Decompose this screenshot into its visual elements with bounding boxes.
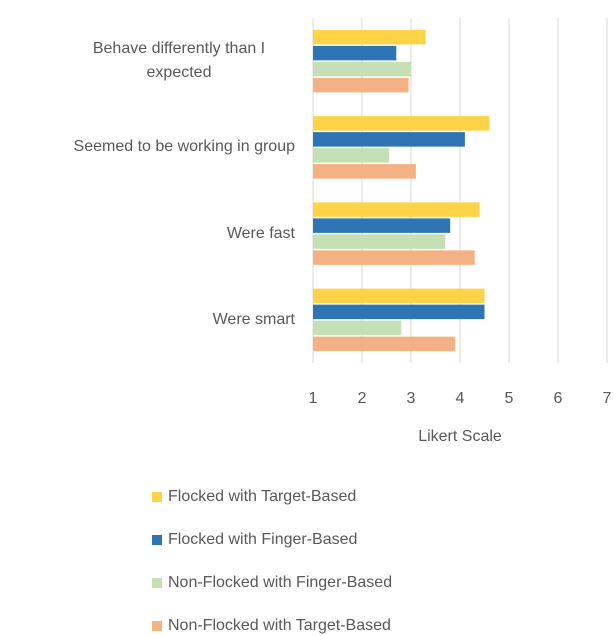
bar <box>313 164 416 179</box>
bar <box>313 45 397 61</box>
bar <box>313 288 485 304</box>
x-tick-label: 3 <box>407 390 416 407</box>
bar <box>313 304 485 320</box>
legend-label: Flocked with Target-Based <box>168 488 356 505</box>
x-tick-label: 5 <box>505 390 514 407</box>
legend-label: Non-Flocked with Finger-Based <box>168 574 392 591</box>
bar <box>313 61 411 77</box>
bar <box>313 29 426 45</box>
legend-swatch <box>152 621 162 631</box>
legend-swatch <box>152 492 162 502</box>
category-label: Seemed to be working in group <box>73 138 295 156</box>
bar <box>313 202 480 217</box>
x-tick-label: 6 <box>554 390 563 407</box>
x-tick-label: 1 <box>309 390 318 407</box>
bar <box>313 250 475 265</box>
legend-label: Non-Flocked with Target-Based <box>168 617 391 634</box>
bar <box>313 320 402 336</box>
bar <box>313 234 446 249</box>
category-label: Were smart <box>212 310 295 328</box>
category-label: Were fast <box>226 224 295 242</box>
legend-swatch <box>152 535 162 545</box>
bar <box>313 148 389 163</box>
bar <box>313 218 451 233</box>
category-label: Behave differently than I expected <box>92 40 266 82</box>
x-tick-label: 2 <box>358 390 367 407</box>
legend-swatch <box>152 578 162 588</box>
x-axis-title: Likert Scale <box>418 428 502 445</box>
x-tick-label: 4 <box>456 390 465 407</box>
bar <box>313 132 465 147</box>
bar <box>313 336 456 352</box>
bar <box>313 77 409 93</box>
legend-label: Flocked with Finger-Based <box>168 531 357 548</box>
x-tick-label: 7 <box>603 390 612 407</box>
bar <box>313 116 490 131</box>
